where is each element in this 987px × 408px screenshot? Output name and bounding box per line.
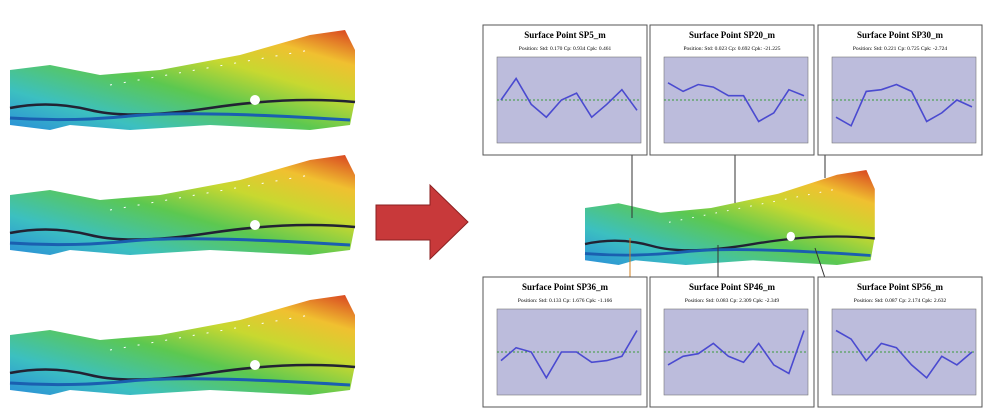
chart-subtitle: Position: Std: 0.023 Cp: 0.692 Cpk: -21.… (683, 46, 780, 52)
chart-subtitle: Position: Std: 0.087 Cp: 2.174 Cpk: 2.63… (854, 298, 947, 304)
part-heatmap (10, 295, 355, 395)
chart-title: Surface Point SP46_m (689, 282, 775, 292)
chart-title: Surface Point SP5_m (524, 30, 606, 40)
chart-subtitle: Position: Std: 0.083 Cp: 2.309 Cpk: -2.3… (685, 298, 780, 304)
chart-subtitle: Position: Std: 0.170 Cp: 0.934 Cpk: 0.46… (519, 46, 612, 52)
chart-subtitle: Position: Std: 0.221 Cp: 0.725 Cpk: -2.7… (853, 46, 948, 52)
part-heatmap (10, 155, 355, 255)
part-heatmap (10, 30, 355, 130)
figure: Surface Point SP5_m Position: Std: 0.170 … (0, 0, 987, 408)
chart-title: Surface Point SP56_m (857, 282, 943, 292)
arrow (376, 185, 468, 259)
chart-title: Surface Point SP36_m (522, 282, 608, 292)
chart-title: Surface Point SP20_m (689, 30, 775, 40)
chart-subtitle: Position: Std: 0.133 Cp: 1.676 Cpk: -1.1… (518, 298, 613, 304)
part-heatmap (585, 170, 875, 265)
chart-title: Surface Point SP30_m (857, 30, 943, 40)
